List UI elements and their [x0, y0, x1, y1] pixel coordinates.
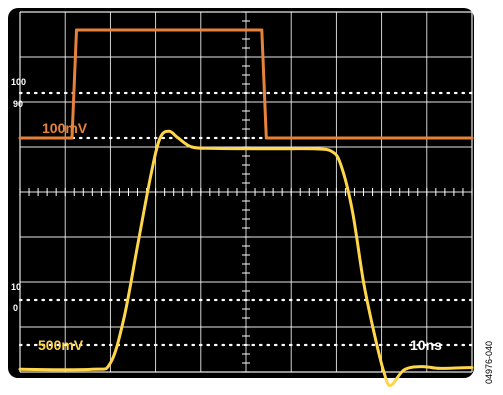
reference-label-10: 10	[11, 282, 21, 292]
time-scale-label: 10ns	[410, 337, 442, 353]
scope-screen-background	[8, 8, 474, 378]
scope-traces	[18, 28, 474, 387]
scope-grid	[18, 11, 474, 373]
channel1-trace	[18, 28, 474, 140]
reference-label-100: 100	[11, 77, 26, 87]
reference-label-90: 90	[13, 99, 23, 109]
channel1-scale-label: 100mV	[42, 120, 88, 136]
channel2-scale-label: 500mV	[38, 337, 84, 353]
channel2-trace	[18, 129, 474, 387]
reference-label-0: 0	[13, 303, 18, 313]
figure-id-label: 04976-040	[484, 341, 494, 384]
